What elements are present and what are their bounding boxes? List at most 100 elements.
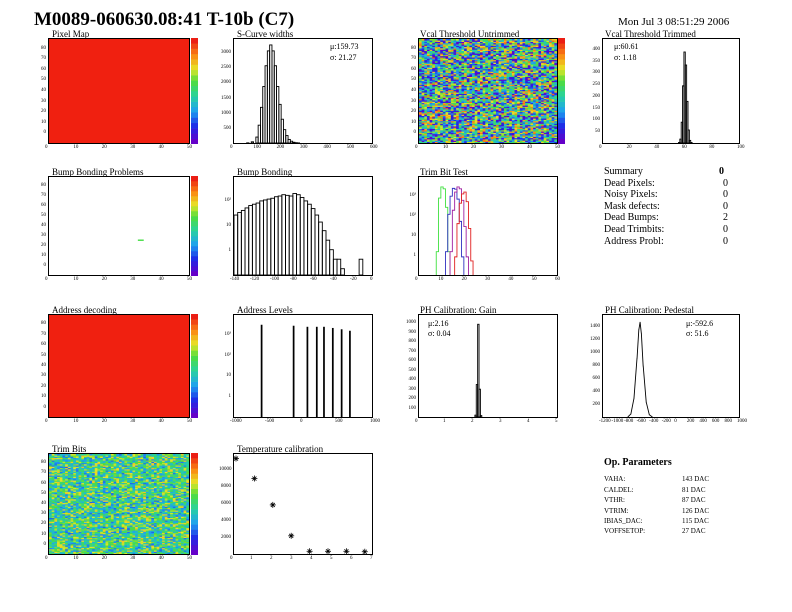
- heatmap-cell: [493, 136, 497, 139]
- heatmap-cell: [493, 115, 497, 118]
- heatmap-cell: [419, 48, 422, 50]
- heatmap-cell: [511, 65, 515, 67]
- heatmap-cell: [503, 67, 507, 70]
- heatmap-cell: [57, 526, 61, 529]
- heatmap-cell: [525, 111, 529, 114]
- heatmap-cell: [429, 76, 433, 79]
- heatmap-cell: [440, 106, 444, 109]
- heatmap-cell: [501, 66, 505, 68]
- heatmap-cell: [62, 489, 66, 491]
- series-line: [445, 187, 465, 275]
- heatmap-cell: [466, 55, 470, 58]
- heatmap-cell: [445, 67, 449, 70]
- heatmap-cell: [503, 72, 507, 75]
- heatmap-cell: [517, 41, 521, 44]
- heatmap-cell: [448, 113, 452, 115]
- heatmap-cell: [458, 122, 462, 124]
- heatmap-cell: [450, 58, 454, 61]
- heatmap-cell: [448, 96, 452, 98]
- heatmap-cell: [493, 78, 497, 80]
- heatmap-cell: [429, 88, 433, 90]
- heatmap-cell: [450, 41, 454, 44]
- heatmap-cell: [453, 50, 457, 53]
- heatmap-cell: [424, 94, 428, 97]
- heatmap-cell: [511, 128, 515, 131]
- heatmap-cell: [65, 469, 69, 471]
- heatmap-cell: [514, 39, 518, 41]
- heatmap-cell: [458, 42, 462, 45]
- heatmap-cell: [456, 48, 460, 50]
- heatmap-cell: [450, 75, 454, 77]
- heatmap-cell: [527, 122, 531, 124]
- heatmap-cell: [448, 105, 452, 107]
- heatmap-cell: [554, 81, 557, 84]
- heatmap-cell: [426, 59, 430, 62]
- heatmap-cell: [57, 522, 61, 525]
- heatmap-cell: [541, 84, 545, 87]
- heatmap-cell: [514, 89, 518, 92]
- heatmap-cell: [464, 55, 468, 58]
- heatmap-cell: [426, 44, 430, 46]
- heatmap-cell: [533, 40, 537, 42]
- heatmap-cell: [434, 123, 438, 126]
- heatmap-cell: [461, 58, 465, 61]
- heatmap-cell: [533, 102, 537, 105]
- heatmap-cell: [434, 89, 438, 92]
- color-palette: [191, 176, 198, 276]
- heatmap-cell: [495, 54, 499, 57]
- heatmap-cell: [535, 94, 539, 97]
- palette-band: [191, 38, 198, 44]
- heatmap-cell: [426, 71, 430, 74]
- heatmap-cell: [543, 89, 547, 92]
- heatmap-cell: [501, 63, 505, 66]
- heatmap-cell: [543, 57, 547, 59]
- heatmap-cell: [525, 68, 529, 71]
- heatmap-cell: [546, 53, 550, 55]
- heatmap-cell: [466, 40, 470, 42]
- heatmap-cell: [480, 101, 483, 103]
- heatmap-cell: [458, 87, 462, 89]
- heatmap-cell: [469, 71, 473, 74]
- heatmap-cell: [429, 130, 433, 132]
- heatmap-cell: [426, 140, 430, 142]
- heatmap-cell: [472, 54, 476, 57]
- heatmap-cell: [543, 48, 547, 50]
- heatmap-cell: [503, 85, 507, 88]
- heatmap-cell: [514, 49, 518, 51]
- heatmap-cell: [67, 541, 71, 544]
- heatmap-cell: [472, 96, 476, 98]
- heatmap-cell: [517, 140, 521, 142]
- heatmap-cell: [445, 58, 449, 61]
- heatmap-cell: [511, 122, 515, 124]
- address-decoding-heatmap: [49, 315, 189, 417]
- heatmap-cell: [421, 76, 425, 79]
- heatmap-cell: [448, 126, 452, 128]
- heatmap-cell: [546, 113, 550, 115]
- heatmap-cell: [519, 110, 523, 113]
- heatmap-cell: [54, 512, 58, 515]
- heatmap-cell: [461, 122, 465, 124]
- heatmap-cell: [442, 140, 446, 142]
- heatmap-cell: [543, 131, 547, 133]
- heatmap-cell: [426, 120, 430, 123]
- heatmap-cell: [525, 53, 529, 55]
- heatmap-cell: [543, 105, 547, 107]
- heatmap-cell: [549, 106, 552, 109]
- palette-band: [191, 117, 198, 124]
- heatmap-cell: [519, 133, 523, 136]
- heatmap-cell: [506, 92, 510, 94]
- heatmap-cell: [421, 109, 425, 111]
- heatmap-cell: [554, 62, 557, 64]
- heatmap-cell: [549, 87, 552, 89]
- heatmap-cell: [498, 46, 502, 49]
- heatmap-cell: [432, 131, 436, 133]
- heatmap-cell: [448, 72, 452, 75]
- heatmap-cell: [517, 127, 521, 129]
- heatmap-cell: [62, 460, 66, 462]
- heatmap-cell: [506, 42, 510, 45]
- heatmap-cell: [419, 76, 422, 79]
- heatmap-cell: [456, 123, 460, 126]
- heatmap-cell: [525, 92, 529, 94]
- heatmap-cell: [445, 61, 449, 63]
- heatmap-cell: [503, 49, 507, 51]
